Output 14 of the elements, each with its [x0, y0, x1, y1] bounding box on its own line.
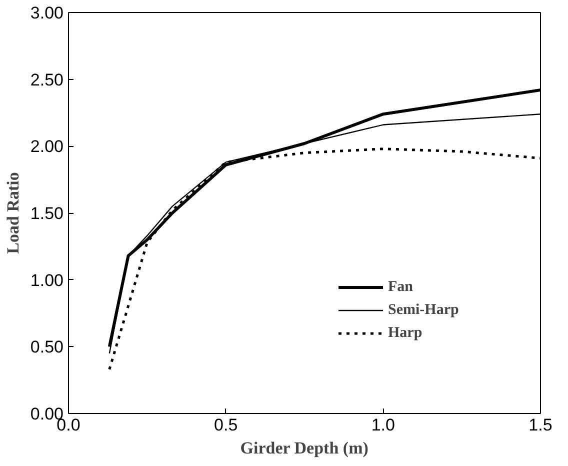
legend-label: Semi-Harp — [388, 302, 459, 318]
y-tick-label: 1.00 — [30, 270, 64, 290]
legend-label: Harp — [388, 324, 422, 342]
x-tick-label: 1.5 — [528, 416, 552, 434]
y-tick-label: 0.50 — [30, 338, 64, 357]
legend-label: Fan — [388, 278, 414, 296]
x-tick-label: 1.0 — [371, 416, 395, 434]
y-tick-label: 1.50 — [30, 204, 64, 223]
y-axis-title: Load Ratio — [3, 172, 22, 254]
x-tick-label: 0.5 — [214, 416, 238, 434]
y-tick-label: 3.00 — [30, 4, 64, 22]
y-tick-label: 2.50 — [30, 70, 64, 90]
y-tick-label: 2.00 — [30, 137, 64, 156]
x-axis-title: Girder Depth (m) — [240, 438, 368, 458]
